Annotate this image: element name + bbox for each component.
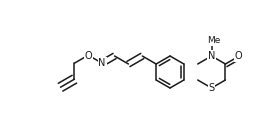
Text: Me: Me: [207, 36, 220, 45]
Text: O: O: [235, 51, 242, 61]
Text: N: N: [99, 58, 106, 68]
Text: S: S: [209, 83, 215, 93]
Text: N: N: [208, 51, 215, 61]
Text: O: O: [84, 51, 92, 61]
